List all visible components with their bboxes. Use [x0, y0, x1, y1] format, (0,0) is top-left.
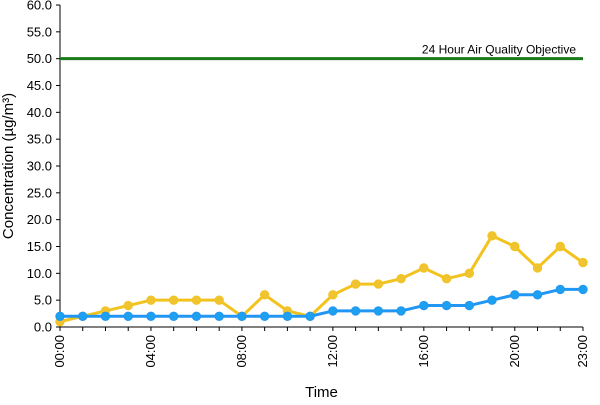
- data-point: [146, 295, 156, 305]
- data-point: [191, 295, 202, 305]
- data-point: [578, 284, 588, 295]
- data-point: [305, 311, 315, 321]
- x-axis-title: Time: [305, 384, 338, 400]
- data-point: [373, 306, 384, 316]
- data-point: [350, 306, 361, 316]
- y-tick-label: 50.0: [27, 51, 52, 66]
- data-point: [146, 311, 156, 321]
- data-point: [123, 311, 133, 321]
- data-point: [123, 300, 133, 311]
- data-point: [441, 274, 452, 284]
- data-point: [396, 306, 406, 316]
- data-point: [555, 241, 565, 252]
- data-point: [419, 300, 429, 311]
- data-point: [441, 300, 452, 311]
- data-point: [532, 263, 543, 273]
- y-tick-label: 10.0: [27, 266, 52, 281]
- data-point: [168, 311, 179, 321]
- data-point: [282, 311, 293, 321]
- series-line: [59, 234, 584, 324]
- objective-label: 24 Hour Air Quality Objective: [422, 43, 576, 57]
- x-tick-label: 04:00: [143, 335, 158, 368]
- data-point: [237, 311, 247, 321]
- y-tick-label: 0.0: [34, 320, 52, 335]
- y-tick-label: 40.0: [27, 105, 52, 120]
- data-point: [328, 306, 338, 316]
- series-2: [55, 284, 588, 321]
- y-tick-label: 35.0: [27, 132, 52, 147]
- y-tick-label: 5.0: [34, 293, 52, 308]
- axes: 0.0 5.0 10.0 15.0 20.0 25.0 30.0 35.0 40.0 45.0 50…: [27, 0, 590, 368]
- x-tick-label: 20:00: [507, 335, 522, 368]
- data-point: [100, 311, 111, 321]
- y-tick-label: 60.0: [27, 0, 52, 13]
- data-point: [214, 311, 224, 321]
- y-axis-title: Concentration (µg/m³): [0, 93, 17, 239]
- data-point: [214, 295, 224, 305]
- x-tick-label: 12:00: [325, 335, 340, 368]
- data-point: [555, 284, 565, 295]
- data-point: [259, 290, 270, 300]
- data-point: [55, 311, 65, 321]
- series-group: [55, 231, 588, 327]
- data-point: [532, 290, 543, 300]
- data-point: [578, 257, 588, 268]
- reference-line-group: 24 Hour Air Quality Objective: [60, 43, 583, 61]
- y-tick-label: 45.0: [27, 78, 52, 93]
- x-tick-label: 16:00: [416, 335, 431, 368]
- data-point: [396, 274, 406, 284]
- data-point: [510, 241, 520, 252]
- y-tick-label: 15.0: [27, 239, 52, 254]
- x-tick-label: 08:00: [234, 335, 249, 368]
- data-point: [191, 311, 202, 321]
- y-tick-label: 20.0: [27, 212, 52, 227]
- data-point: [487, 295, 497, 305]
- series-1: [55, 231, 588, 327]
- data-point: [464, 268, 475, 279]
- x-tick-label: 00:00: [52, 335, 67, 368]
- data-point: [487, 231, 497, 241]
- data-point: [259, 311, 270, 321]
- data-point: [373, 279, 384, 289]
- data-point: [419, 263, 429, 273]
- y-tick-label: 30.0: [27, 159, 52, 174]
- data-point: [328, 290, 338, 300]
- data-point: [78, 311, 88, 321]
- y-tick-label: 55.0: [27, 24, 52, 39]
- data-point: [350, 279, 361, 289]
- data-point: [510, 290, 520, 300]
- data-point: [464, 300, 475, 311]
- x-tick-label: 23:00: [575, 335, 590, 368]
- y-tick-label: 25.0: [27, 185, 52, 200]
- data-point: [168, 295, 179, 305]
